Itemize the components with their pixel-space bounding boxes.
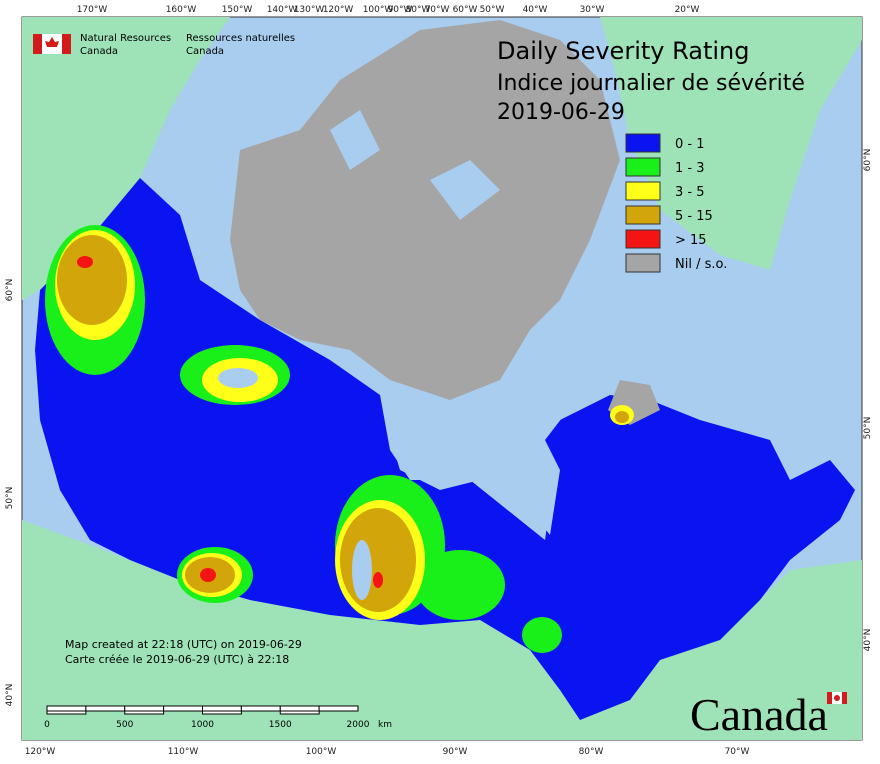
- legend: 0 - 1 1 - 3 3 - 5 5 - 15 > 15 Nil / s.o.: [625, 133, 727, 273]
- severity-areas: [45, 225, 634, 653]
- scale-segment: [202, 710, 242, 715]
- scale-bar: 0 500 1000 1500 2000 km: [44, 705, 392, 730]
- agency-fr: Ressources naturelles: [186, 33, 295, 44]
- channel: [330, 110, 380, 170]
- graticule-label: 60°W: [453, 5, 478, 15]
- graticule-label: 70°W: [725, 747, 750, 757]
- scale-label: 1500: [269, 720, 292, 730]
- date: 2019-06-29: [497, 100, 625, 125]
- graticule-label: 100°W: [306, 747, 337, 757]
- graticule-label: 80°W: [406, 5, 431, 15]
- graticule-label: 130°W: [294, 5, 325, 15]
- graticule-label: 140°W: [267, 5, 298, 15]
- legend-label: 0 - 1: [675, 137, 705, 152]
- scale-label: 500: [116, 720, 133, 730]
- graticule-label: 90°W: [388, 5, 413, 15]
- graticule-label: 60°N: [5, 279, 15, 302]
- graticule-label: 50°W: [480, 5, 505, 15]
- legend-swatch: [625, 157, 661, 177]
- channel: [430, 160, 500, 220]
- greenland: [600, 17, 862, 270]
- scale-segment: [163, 705, 203, 712]
- scale-segment: [85, 705, 126, 712]
- arctic-islands: [230, 20, 620, 400]
- scale-segment: [240, 705, 281, 712]
- wordmark-flag: [827, 692, 847, 704]
- credit: Map created at 22:18 (UTC) on 2019-06-29: [65, 638, 302, 651]
- scale-label: 0: [44, 720, 50, 730]
- legend-swatch: [625, 253, 661, 273]
- graticule-label: 40°W: [523, 5, 548, 15]
- graticule-label: 120°W: [25, 747, 56, 757]
- scale-segment: [202, 705, 242, 712]
- graticule-label: 160°W: [166, 5, 197, 15]
- graticule-label: 90°W: [443, 747, 468, 757]
- graticule-label: 40°N: [5, 684, 15, 707]
- scale-segment: [279, 705, 320, 712]
- graticule-label: 40°N: [863, 629, 873, 652]
- scale-label: 1000: [191, 720, 214, 730]
- graticule-label: 80°W: [579, 747, 604, 757]
- title: Indice journalier de sévérité: [497, 71, 805, 96]
- legend-swatch: [625, 133, 661, 153]
- scale-segment: [124, 710, 165, 715]
- agency-en: Natural Resources: [80, 33, 171, 44]
- usa: [22, 520, 862, 740]
- nrcan-logo: [33, 34, 71, 54]
- legend-label: 1 - 3: [675, 161, 705, 176]
- graticule-label: 100°W: [363, 5, 394, 15]
- scale-unit: km: [378, 720, 392, 730]
- scale-segment: [124, 705, 165, 712]
- legend-swatch: [625, 205, 661, 225]
- legend-label: 3 - 5: [675, 185, 705, 200]
- graticule-label: 50°N: [863, 417, 873, 440]
- hudson-bay: [388, 400, 562, 535]
- scale-segment: [318, 705, 359, 712]
- wordmark: Canada: [690, 689, 828, 740]
- scale-label: 2000: [347, 720, 370, 730]
- agency-en: Canada: [80, 46, 118, 57]
- legend-label: Nil / s.o.: [675, 257, 727, 272]
- graticule-label: 120°W: [323, 5, 354, 15]
- legend-swatch: [625, 181, 661, 201]
- scale-segment: [46, 705, 87, 712]
- agency-fr: Canada: [186, 46, 224, 57]
- legend-swatch: [625, 229, 661, 249]
- graticule-label: 70°W: [425, 5, 450, 15]
- graticule-label: 50°N: [5, 487, 15, 510]
- graticule-label: 20°W: [675, 5, 700, 15]
- graticule-label: 60°N: [863, 149, 873, 172]
- alaska: [22, 17, 230, 300]
- scale-segment: [279, 710, 320, 715]
- scale-segment: [46, 710, 87, 715]
- title: Daily Severity Rating: [497, 37, 749, 65]
- credit: Carte créée le 2019-06-29 (UTC) à 22:18: [65, 653, 289, 666]
- graticule-label: 30°W: [580, 5, 605, 15]
- graticule-label: 150°W: [222, 5, 253, 15]
- graticule-label: 110°W: [168, 747, 199, 757]
- graticule-label: 170°W: [77, 5, 108, 15]
- legend-label: 5 - 15: [675, 209, 713, 224]
- legend-label: > 15: [675, 233, 707, 248]
